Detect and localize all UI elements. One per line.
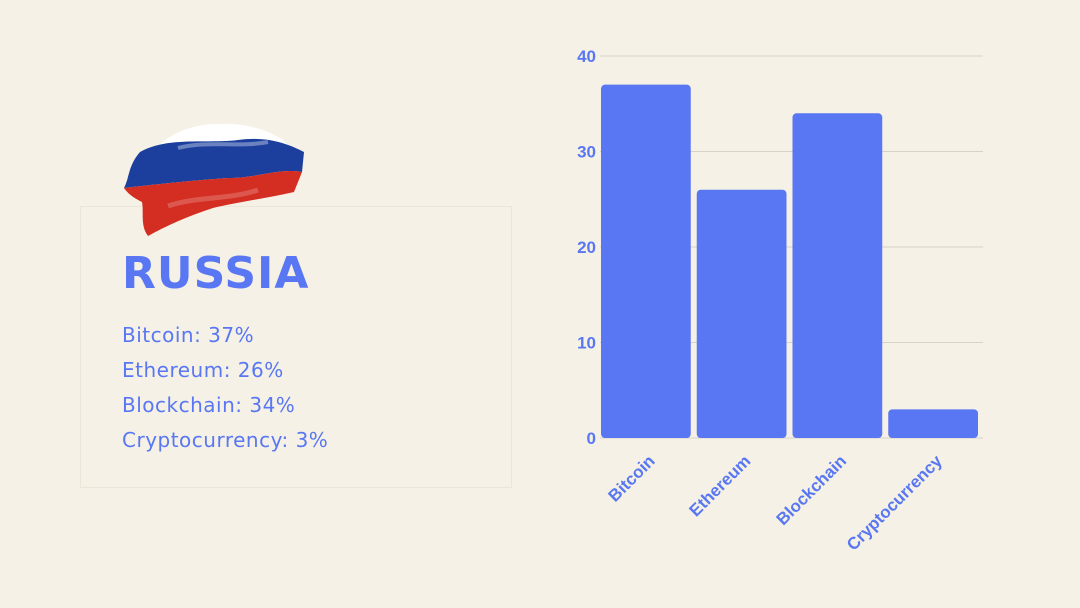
bar-chart: 0 10 20 30 40 Bitcoin Ethereum BlockchainCrypto…	[577, 47, 983, 554]
x-tick-label: Ethereum	[686, 451, 755, 520]
y-tick-label: 20	[577, 238, 596, 257]
x-tick-label: Blockchain	[773, 451, 851, 529]
x-tick-label: Cryptocurrency	[843, 451, 946, 554]
stat-cryptocurrency: Cryptocurrency: 3%	[122, 428, 329, 452]
russia-flag-image	[124, 123, 304, 236]
y-tick-label: 40	[577, 47, 596, 66]
stats-list: Bitcoin: 37% Ethereum: 26% Blockchain: 3…	[122, 318, 328, 458]
y-tick-label: 10	[577, 334, 596, 353]
stat-bitcoin: Bitcoin: 37%	[122, 323, 255, 347]
bar-blockchain	[792, 113, 883, 439]
country-title: RUSSIA	[122, 248, 310, 299]
stat-ethereum: Ethereum: 26%	[122, 358, 284, 382]
bar-cryptocurrency	[888, 409, 978, 438]
y-tick-label: 30	[577, 143, 596, 162]
bar-ethereum	[696, 189, 787, 438]
bar-bitcoin	[601, 84, 691, 439]
stat-blockchain: Blockchain: 34%	[122, 393, 296, 417]
x-tick-label: Bitcoin	[605, 451, 659, 505]
info-panel	[80, 206, 512, 488]
y-tick-label: 0	[587, 429, 596, 448]
